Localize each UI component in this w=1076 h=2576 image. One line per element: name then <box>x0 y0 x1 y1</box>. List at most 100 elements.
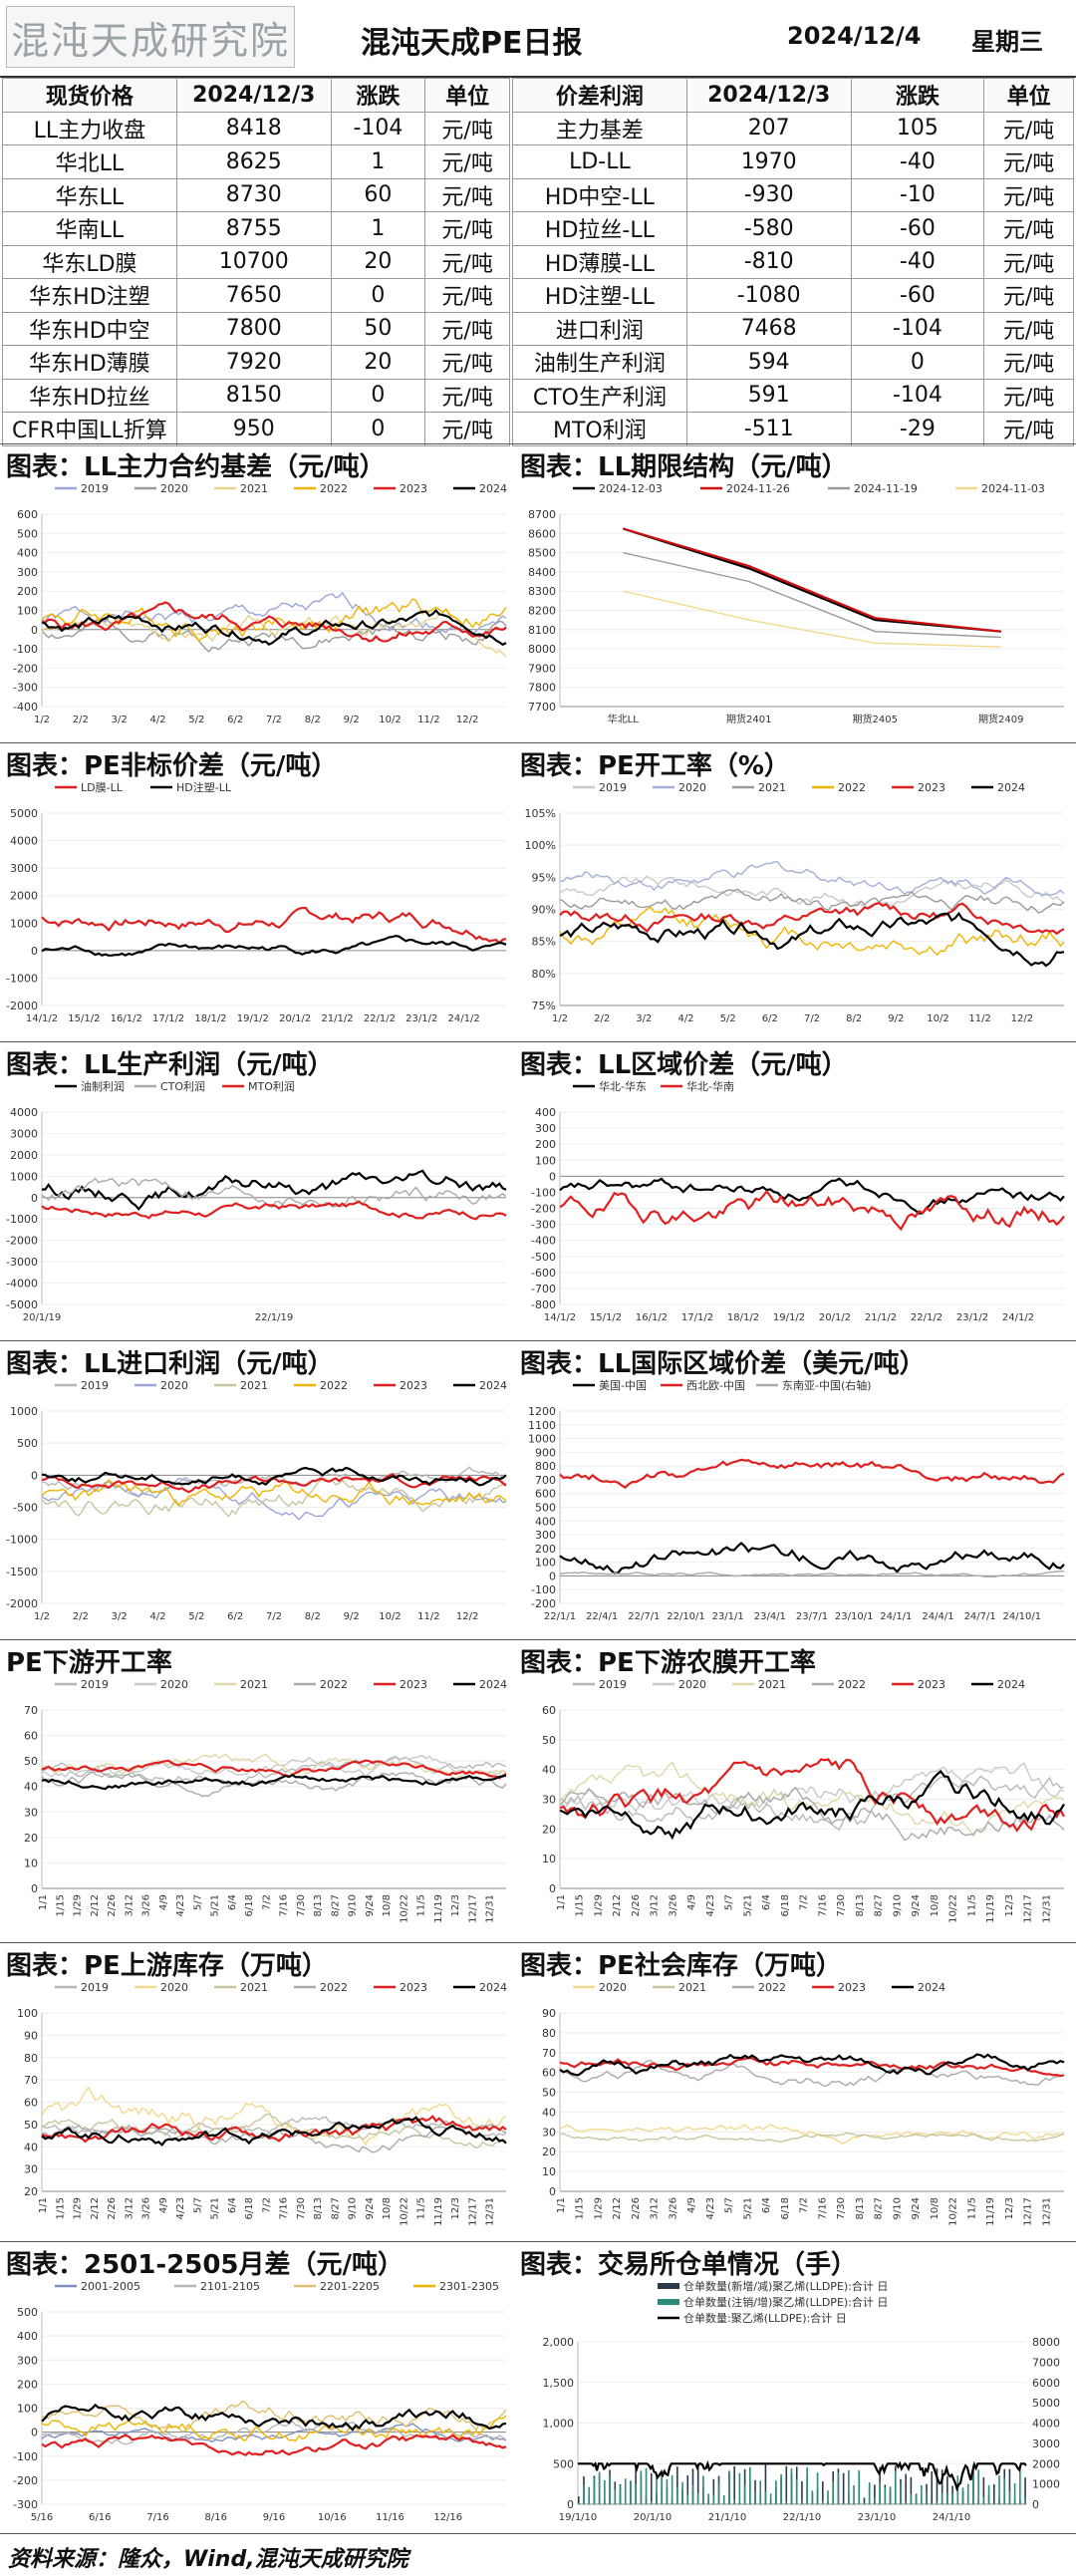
legend-label: 2022 <box>320 1379 348 1392</box>
y-axis: 4000 3000 2000 1000 0 -1000 -2000 -3000 -4000 -50… <box>6 1106 506 1311</box>
y-tick-label: 80 <box>542 2027 556 2040</box>
spread-profit-table: 价差利润 2024/12/3 涨跌 单位 主力基差 207 105 元/吨 LD-LL 1… <box>512 78 1074 446</box>
bar <box>816 2472 819 2504</box>
bar <box>588 2486 591 2504</box>
x-tick-label: 8/13 <box>313 1894 324 1916</box>
table-row: MTO利润 -511 -29 元/吨 <box>512 412 1074 446</box>
bar <box>780 2473 782 2504</box>
series-group <box>41 907 507 957</box>
y-tick-label: 8000 <box>528 643 556 656</box>
y-tick-label: 8400 <box>528 566 556 579</box>
bar <box>614 2489 617 2504</box>
x-tick-label: 12/17 <box>1023 2197 1034 2226</box>
legend-label: 2019 <box>81 1678 109 1691</box>
table-row: CTO生产利润 591 -104 元/吨 <box>512 378 1074 413</box>
x-tick-label: 21/1/10 <box>708 2512 747 2523</box>
bar <box>961 2487 964 2504</box>
y2-tick-label: 5000 <box>1032 2397 1060 2410</box>
bar <box>894 2470 897 2504</box>
y-axis: 105% 100% 95% 90% 85% 80% 75% <box>525 807 1064 1012</box>
x-tick-label: 5/7 <box>192 2197 203 2213</box>
x-tick-label: 5/2 <box>720 1013 736 1024</box>
chart-legend: 美国-中国 西北欧-中国 东南亚-中国(右轴) <box>573 1378 872 1392</box>
divider <box>0 742 1076 743</box>
y-tick-label: 100 <box>535 1154 556 1167</box>
series-group <box>41 2400 507 2456</box>
y-tick-label: 0 <box>31 1469 38 1482</box>
bar <box>1024 2497 1026 2504</box>
legend-item: 2023 <box>374 1678 427 1691</box>
table-cell: 20 <box>330 244 426 279</box>
series-line <box>622 527 1001 633</box>
legend-item: 2022 <box>294 482 348 495</box>
legend-label: 仓单数量:聚乙烯(LLDPE):合计 日 <box>683 2311 847 2325</box>
legend-item: 2024 <box>892 1981 945 1994</box>
series-line <box>41 1200 507 1221</box>
y-tick-label: 5000 <box>10 807 38 820</box>
table-cell: 元/吨 <box>424 378 510 413</box>
x-tick-label: 12/2 <box>456 1611 478 1622</box>
y-tick-label: -100 <box>531 1186 556 1199</box>
y-tick-label: 95% <box>532 871 556 884</box>
bar <box>821 2501 824 2504</box>
x-tick-label: 24/10/1 <box>1003 1611 1042 1622</box>
series-line <box>559 860 1065 896</box>
legend-item: 2201-2205 <box>294 2280 380 2293</box>
bar <box>827 2490 829 2504</box>
bar <box>868 2482 871 2504</box>
table-cell: 元/吨 <box>424 144 510 179</box>
x-tick-label: 2/12 <box>612 2197 623 2219</box>
series-line <box>559 1786 1065 1842</box>
x-tick-label: 10/2 <box>927 1013 948 1024</box>
table-row: LL主力收盘 8418 -104 元/吨 <box>2 111 510 145</box>
x-tick-label: 3/26 <box>141 2197 152 2219</box>
y-tick-label: 1,000 <box>543 2418 575 2431</box>
series-line <box>41 1753 507 1780</box>
x-tick-label: 9/24 <box>911 1894 922 1916</box>
x-tick-label: 2/12 <box>90 2197 101 2219</box>
chart-svg: 2024-12-03 2024-11-26 2024-11-19 2024-11-03… <box>528 482 1064 725</box>
legend-item: 仓单数量(注销/增)聚乙烯(LLDPE):合计 日 <box>658 2295 888 2309</box>
chart-title: 图表：PE非标价差（元/吨） <box>6 751 338 781</box>
series-line <box>41 1169 507 1212</box>
legend-label: 2019 <box>599 781 627 794</box>
series-line <box>623 590 1001 648</box>
legend-label: 2020 <box>678 781 706 794</box>
bar <box>656 2474 658 2504</box>
y-tick-label: 70 <box>24 2074 38 2087</box>
x-tick-label: 7/30 <box>836 1894 847 1916</box>
x-tick-label: 9/2 <box>888 1013 904 1024</box>
x-tick-label: 12/3 <box>1004 2197 1015 2219</box>
series-line <box>559 1761 1065 1838</box>
y-tick-label: 60 <box>542 2067 556 2080</box>
legend-label: 2023 <box>400 482 427 495</box>
legend-item: 华北-华南 <box>661 1079 734 1093</box>
x-tick-label: 18/1/2 <box>194 1013 226 1024</box>
x-tick-label: 7/30 <box>296 2197 307 2219</box>
bar <box>686 2494 689 2504</box>
bar <box>712 2494 715 2504</box>
y-tick-label: 900 <box>535 1446 556 1459</box>
chart-c8: 美国-中国 西北欧-中国 东南亚-中国(右轴) 1200 1100 1000 900 800 7… <box>518 1375 1076 1629</box>
x-tick-label: 7/16 <box>279 1894 290 1916</box>
chart-legend: LD膜-LL HD注塑-LL <box>55 780 232 794</box>
y-tick-label: 100 <box>17 605 38 618</box>
x-tick-label: 23/1/10 <box>858 2512 897 2523</box>
y-axis: 2,0001,5001,0005000800070006000500040003… <box>543 2336 1061 2511</box>
x-tick-label: 1/1 <box>38 1894 49 1910</box>
y-tick-label: -700 <box>531 1283 556 1295</box>
y-tick-label: 200 <box>535 1138 556 1151</box>
x-tick-label: 1/29 <box>593 2197 604 2219</box>
bar <box>609 2475 611 2504</box>
x-tick-label: 22/1/1 <box>544 1611 576 1622</box>
series-line <box>559 888 1065 914</box>
bar <box>806 2466 808 2504</box>
legend-label: 2301-2305 <box>439 2280 499 2293</box>
x-axis: 5/16 6/16 7/16 8/16 9/16 10/16 11/16 12/16 <box>31 2512 462 2523</box>
y-tick-label: 10 <box>542 1853 556 1865</box>
series-line <box>41 2420 507 2445</box>
y2-tick-label: 6000 <box>1032 2377 1060 2390</box>
legend-label: 2022 <box>838 781 866 794</box>
table-row: 华东HD中空 7800 50 元/吨 <box>2 311 510 346</box>
y-tick-label: -200 <box>531 1203 556 1216</box>
